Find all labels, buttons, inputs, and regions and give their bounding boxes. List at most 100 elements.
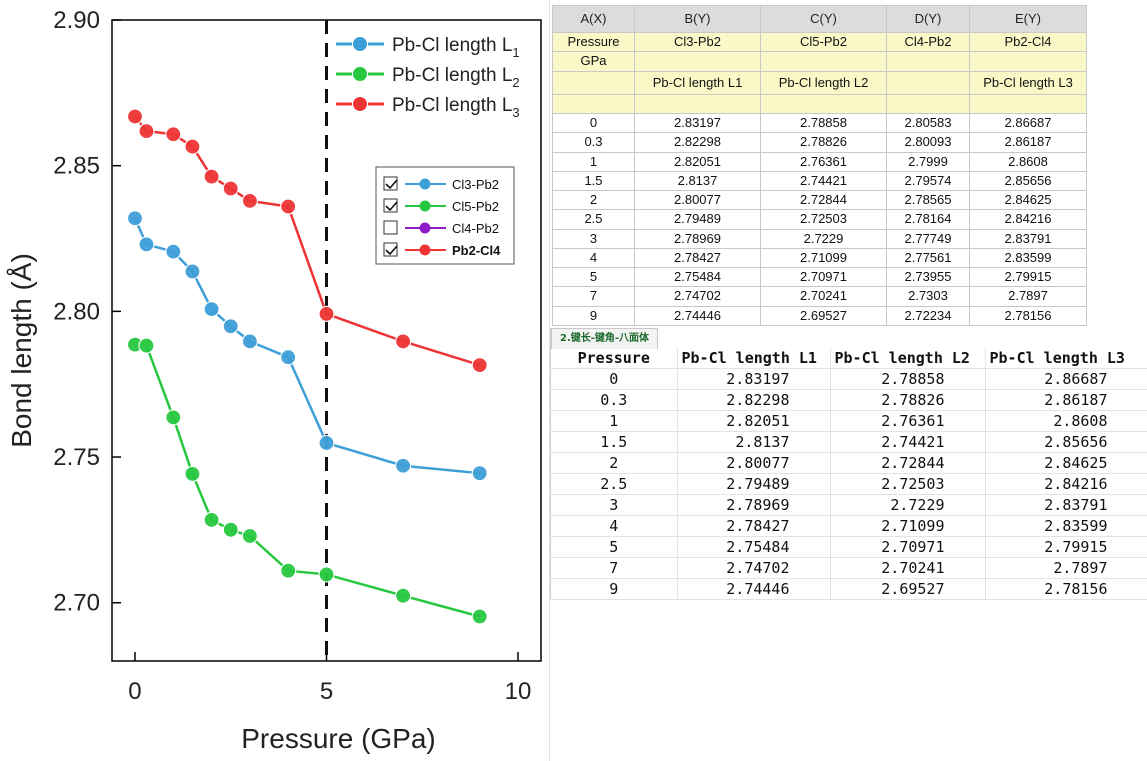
worksheet-cell[interactable]: 2.70241 xyxy=(760,286,887,307)
book-cell[interactable]: 2.7229 xyxy=(830,494,986,516)
worksheet-cell[interactable]: 2.82298 xyxy=(634,132,761,153)
worksheet-cell[interactable]: 2.83791 xyxy=(969,228,1087,249)
worksheet-column-header[interactable]: E(Y) xyxy=(969,5,1087,33)
book-column-header[interactable]: Pb-Cl length L3 xyxy=(985,348,1147,369)
worksheet-cell[interactable]: 2.5 xyxy=(552,209,635,230)
worksheet-cell[interactable]: 2.77749 xyxy=(886,228,970,249)
book-cell[interactable]: 2.74702 xyxy=(677,557,831,579)
worksheet-cell[interactable] xyxy=(552,70,635,95)
worksheet-cell[interactable]: 2.84625 xyxy=(969,190,1087,211)
worksheet-cell[interactable]: 2.73955 xyxy=(886,267,970,288)
book-cell[interactable]: 2.5 xyxy=(551,473,678,495)
book-cell[interactable]: 2.78858 xyxy=(830,368,986,390)
worksheet-cell[interactable]: 2.78427 xyxy=(634,247,761,269)
worksheet-cell[interactable]: 2.71099 xyxy=(760,247,887,269)
worksheet-cell[interactable]: 2.74421 xyxy=(760,170,887,192)
book-cell[interactable]: 7 xyxy=(551,557,678,579)
worksheet-cell[interactable]: 2.7999 xyxy=(886,151,970,172)
worksheet-cell[interactable] xyxy=(634,51,761,72)
book-cell[interactable]: 2.70971 xyxy=(830,536,986,558)
book-cell[interactable]: 2.83197 xyxy=(677,368,831,390)
book-cell[interactable]: 2.70241 xyxy=(830,557,986,579)
book-cell[interactable]: 2.71099 xyxy=(830,515,986,537)
book-cell[interactable]: 2.7897 xyxy=(985,557,1147,579)
book-cell[interactable]: 3 xyxy=(551,494,678,516)
worksheet-cell[interactable]: GPa xyxy=(552,51,635,72)
book-cell[interactable]: 1.5 xyxy=(551,431,678,453)
worksheet-cell[interactable]: Pressure xyxy=(552,31,635,53)
book-cell[interactable]: 2.78427 xyxy=(677,515,831,537)
worksheet-cell[interactable]: 2.74702 xyxy=(634,286,761,307)
worksheet-cell[interactable]: 2.8137 xyxy=(634,170,761,192)
worksheet-cell[interactable]: 2.75484 xyxy=(634,267,761,288)
worksheet-cell[interactable]: 2.79489 xyxy=(634,209,761,230)
book-cell[interactable]: 2.78969 xyxy=(677,494,831,516)
worksheet-cell[interactable]: 1 xyxy=(552,151,635,172)
book-cell[interactable]: 2.69527 xyxy=(830,578,986,600)
worksheet-cell[interactable]: 2.72844 xyxy=(760,190,887,211)
worksheet-cell[interactable]: 2.80583 xyxy=(886,113,970,134)
worksheet-column-header[interactable]: D(Y) xyxy=(886,5,970,33)
worksheet-cell[interactable] xyxy=(760,93,887,115)
book-cell[interactable]: 2.72844 xyxy=(830,452,986,474)
worksheet-cell[interactable]: 2.80093 xyxy=(886,132,970,153)
worksheet-cell[interactable]: Pb-Cl length L3 xyxy=(969,70,1087,95)
book-cell[interactable]: 2.74421 xyxy=(830,431,986,453)
worksheet-cell[interactable]: 2.79574 xyxy=(886,170,970,192)
book-cell[interactable]: 2.84625 xyxy=(985,452,1147,474)
book-cell[interactable]: 2.86187 xyxy=(985,389,1147,411)
book-column-header[interactable]: Pb-Cl length L1 xyxy=(677,348,831,369)
worksheet-cell[interactable]: 2.78969 xyxy=(634,228,761,249)
worksheet-cell[interactable]: 4 xyxy=(552,247,635,269)
book-cell[interactable]: 2.86687 xyxy=(985,368,1147,390)
worksheet-cell[interactable]: 2.74446 xyxy=(634,305,761,327)
book-cell[interactable]: 2 xyxy=(551,452,678,474)
worksheet-cell[interactable]: Cl5-Pb2 xyxy=(760,31,887,53)
worksheet-cell[interactable]: 2 xyxy=(552,190,635,211)
worksheet-cell[interactable]: 2.78858 xyxy=(760,113,887,134)
worksheet-cell[interactable]: 2.82051 xyxy=(634,151,761,172)
worksheet-cell[interactable] xyxy=(969,51,1087,72)
book-cell[interactable]: 2.79489 xyxy=(677,473,831,495)
worksheet-cell[interactable] xyxy=(886,93,970,115)
worksheet-cell[interactable]: 0.3 xyxy=(552,132,635,153)
worksheet-column-header[interactable]: C(Y) xyxy=(760,5,887,33)
worksheet-cell[interactable] xyxy=(886,51,970,72)
book-cell[interactable]: 2.74446 xyxy=(677,578,831,600)
worksheet-cell[interactable] xyxy=(634,93,761,115)
worksheet-cell[interactable]: 2.7897 xyxy=(969,286,1087,307)
book-cell[interactable]: 5 xyxy=(551,536,678,558)
book-cell[interactable]: 2.79915 xyxy=(985,536,1147,558)
worksheet-cell[interactable]: 2.77561 xyxy=(886,247,970,269)
book-cell[interactable]: 9 xyxy=(551,578,678,600)
worksheet-cell[interactable]: 2.72234 xyxy=(886,305,970,327)
worksheet-cell[interactable]: 2.78164 xyxy=(886,209,970,230)
worksheet-cell[interactable]: 2.83197 xyxy=(634,113,761,134)
worksheet-cell[interactable]: 1.5 xyxy=(552,170,635,192)
worksheet-cell[interactable]: Pb2-Cl4 xyxy=(969,31,1087,53)
book-cell[interactable]: 2.83791 xyxy=(985,494,1147,516)
book-cell[interactable]: 0 xyxy=(551,368,678,390)
book-cell[interactable]: 2.72503 xyxy=(830,473,986,495)
worksheet-cell[interactable]: Pb-Cl length L2 xyxy=(760,70,887,95)
worksheet-cell[interactable]: Cl4-Pb2 xyxy=(886,31,970,53)
worksheet-cell[interactable]: 9 xyxy=(552,305,635,327)
worksheet-cell[interactable]: 2.7229 xyxy=(760,228,887,249)
worksheet-cell[interactable]: Pb-Cl length L1 xyxy=(634,70,761,95)
book-cell[interactable]: 2.83599 xyxy=(985,515,1147,537)
worksheet-cell[interactable] xyxy=(969,93,1087,115)
book-cell[interactable]: 4 xyxy=(551,515,678,537)
worksheet-cell[interactable] xyxy=(886,70,970,95)
worksheet-cell[interactable]: 2.7303 xyxy=(886,286,970,307)
worksheet-column-header[interactable]: A(X) xyxy=(552,5,635,33)
worksheet-cell[interactable]: 5 xyxy=(552,267,635,288)
book-cell[interactable]: 1 xyxy=(551,410,678,432)
book-cell[interactable]: 2.75484 xyxy=(677,536,831,558)
book-cell[interactable]: 2.80077 xyxy=(677,452,831,474)
book-cell[interactable]: 2.85656 xyxy=(985,431,1147,453)
book-cell[interactable]: 2.82051 xyxy=(677,410,831,432)
book-cell[interactable]: 0.3 xyxy=(551,389,678,411)
worksheet-cell[interactable]: 2.69527 xyxy=(760,305,887,327)
worksheet-cell[interactable]: 2.84216 xyxy=(969,209,1087,230)
book-cell[interactable]: 2.8608 xyxy=(985,410,1147,432)
